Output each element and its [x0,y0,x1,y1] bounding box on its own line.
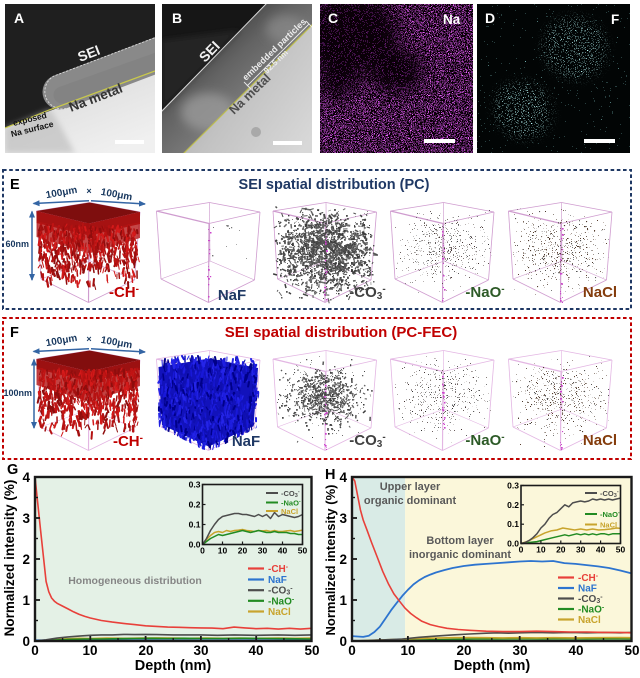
svg-text:4: 4 [22,470,30,485]
svg-text:0: 0 [200,546,205,556]
svg-text:0: 0 [519,545,524,555]
svg-text:50: 50 [298,546,308,556]
svg-text:-CH-: -CH- [578,573,599,585]
svg-text:F: F [10,325,19,341]
svg-text:0: 0 [348,643,356,658]
svg-text:100μm: 100μm [100,187,133,203]
svg-text:2: 2 [339,552,347,567]
svg-text:-CO3-: -CO3- [578,594,603,606]
svg-text:0.2: 0.2 [189,500,201,510]
svg-text:0.0: 0.0 [507,539,519,549]
svg-text:3: 3 [22,511,30,526]
svg-text:3: 3 [339,511,347,526]
svg-text:-NaO-: -NaO- [578,604,605,616]
svg-text:10: 10 [82,643,97,658]
svg-text:-CO3-: -CO3- [349,284,385,303]
svg-text:0.1: 0.1 [507,519,519,529]
svg-text:1: 1 [339,593,347,608]
svg-text:NaF: NaF [268,575,287,586]
svg-text:30: 30 [512,643,527,658]
svg-text:G: G [7,462,18,478]
svg-text:-NaO-: -NaO- [465,432,504,450]
svg-text:50: 50 [624,643,639,658]
svg-text:-CO3-: -CO3- [600,489,619,499]
svg-text:0.3: 0.3 [189,480,201,490]
svg-text:20: 20 [556,545,566,555]
svg-text:40: 40 [596,545,606,555]
svg-text:10: 10 [536,545,546,555]
svg-text:100μm: 100μm [100,335,133,351]
svg-text:0.1: 0.1 [189,520,201,530]
svg-text:Depth (nm): Depth (nm) [454,658,531,674]
svg-text:-CO3-: -CO3- [281,489,300,499]
svg-text:60nm: 60nm [5,239,29,249]
svg-text:Normalized intensity (%): Normalized intensity (%) [2,480,17,637]
svg-text:0.3: 0.3 [507,481,519,491]
svg-text:0.0: 0.0 [189,540,201,550]
svg-text:20: 20 [456,643,471,658]
svg-text:Upper layer: Upper layer [380,481,441,493]
svg-text:NaF: NaF [232,433,260,450]
svg-text:Na: Na [443,12,461,27]
svg-text:-CO3-: -CO3- [268,585,293,597]
svg-text:1: 1 [22,593,30,608]
svg-text:NaCl: NaCl [281,507,298,516]
svg-text:NaCl: NaCl [268,607,291,618]
svg-text:D: D [485,10,495,26]
svg-text:100μm: 100μm [45,333,78,349]
svg-text:Bottom layer: Bottom layer [426,535,494,547]
svg-text:20: 20 [138,643,153,658]
svg-text:SEI spatial distribution (PC-F: SEI spatial distribution (PC-FEC) [225,324,458,341]
svg-text:-CH-: -CH- [113,433,143,451]
svg-text:0: 0 [22,634,30,649]
svg-text:2: 2 [22,552,30,567]
svg-text:A: A [14,10,24,26]
svg-text:organic dominant: organic dominant [364,495,457,507]
svg-text:Normalized intensity (%): Normalized intensity (%) [323,485,338,636]
svg-text:Homogeneous distribution: Homogeneous distribution [68,575,202,587]
svg-text:0: 0 [339,634,347,649]
svg-text:×: × [86,334,91,344]
svg-text:-NaO-: -NaO- [281,498,301,507]
svg-text:-CO3-: -CO3- [349,432,385,451]
svg-text:30: 30 [258,546,268,556]
svg-text:100μm: 100μm [45,185,78,201]
svg-text:Depth (nm): Depth (nm) [135,658,212,674]
svg-text:50: 50 [304,643,319,658]
svg-text:20: 20 [238,546,248,556]
svg-text:40: 40 [248,643,263,658]
svg-text:NaCl: NaCl [600,520,617,529]
svg-text:-CH-: -CH- [268,564,289,576]
svg-text:30: 30 [576,545,586,555]
svg-text:0.2: 0.2 [507,500,519,510]
svg-text:100nm: 100nm [3,388,32,398]
svg-text:10: 10 [218,546,228,556]
svg-text:×: × [86,186,91,196]
svg-text:C: C [328,10,338,26]
svg-text:30: 30 [193,643,208,658]
svg-text:H: H [325,467,335,483]
svg-text:NaF: NaF [218,287,246,304]
svg-text:E: E [10,177,20,193]
svg-text:NaF: NaF [578,584,597,595]
svg-text:10: 10 [400,643,415,658]
svg-text:50: 50 [616,545,626,555]
svg-text:0: 0 [31,643,39,658]
svg-text:40: 40 [278,546,288,556]
svg-text:NaCl: NaCl [578,615,601,626]
svg-text:-CH-: -CH- [109,284,139,302]
svg-text:NaCl: NaCl [583,284,617,301]
svg-text:4: 4 [339,470,347,485]
svg-text:40: 40 [568,643,583,658]
svg-text:inorganic dominant: inorganic dominant [409,549,511,561]
svg-text:-NaO-: -NaO- [268,596,295,608]
svg-text:SEI spatial distribution (PC): SEI spatial distribution (PC) [239,177,430,193]
svg-text:B: B [172,10,182,26]
svg-text:NaCl: NaCl [583,432,617,449]
svg-text:F: F [611,12,619,27]
svg-text:-NaO-: -NaO- [465,284,504,302]
svg-text:SEI: SEI [75,42,102,65]
svg-text:-NaO-: -NaO- [600,510,620,519]
